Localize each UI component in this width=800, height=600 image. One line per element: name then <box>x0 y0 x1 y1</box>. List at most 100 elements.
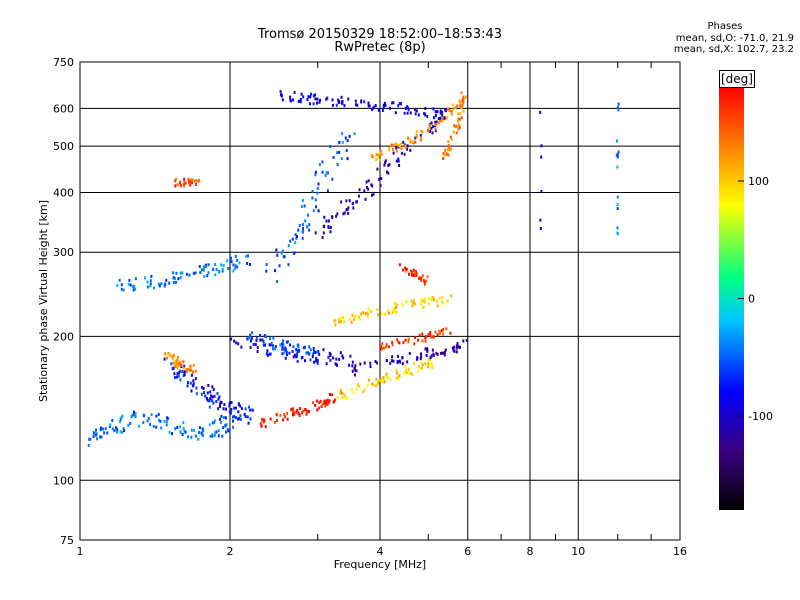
data-point <box>320 405 323 408</box>
data-point <box>367 378 370 382</box>
data-point <box>176 359 179 363</box>
data-point <box>146 280 149 284</box>
data-point <box>375 361 378 365</box>
data-point <box>417 113 420 117</box>
data-point <box>421 130 424 134</box>
data-point <box>397 104 400 108</box>
data-point <box>455 346 458 350</box>
data-point <box>321 160 324 164</box>
data-point <box>138 424 141 428</box>
data-point <box>179 271 182 275</box>
data-point <box>395 303 398 307</box>
data-point <box>209 434 212 438</box>
data-point <box>391 101 394 105</box>
data-point <box>244 415 247 419</box>
data-point <box>407 371 410 375</box>
data-point <box>391 341 394 345</box>
data-point <box>458 123 461 127</box>
data-point <box>360 100 363 104</box>
data-point <box>406 106 409 110</box>
data-point <box>316 186 319 190</box>
data-point <box>414 336 417 339</box>
data-point <box>445 115 448 119</box>
data-point <box>451 103 454 107</box>
data-point <box>214 431 217 435</box>
data-point <box>192 370 194 374</box>
data-point <box>402 140 405 144</box>
y-tick-label: 750 <box>53 56 74 69</box>
data-point <box>419 357 422 360</box>
data-point <box>262 420 265 424</box>
data-point <box>358 188 361 192</box>
data-point <box>403 111 406 115</box>
data-point <box>221 434 224 438</box>
data-point <box>458 125 461 129</box>
data-point <box>420 298 423 302</box>
data-point <box>424 300 427 304</box>
data-point <box>281 342 283 346</box>
data-point <box>312 94 315 98</box>
data-point <box>185 368 188 372</box>
data-point <box>325 97 328 101</box>
data-point <box>120 287 123 291</box>
data-point <box>348 134 351 138</box>
data-point <box>180 363 183 367</box>
data-point <box>119 420 122 424</box>
data-point <box>239 414 242 418</box>
data-point <box>355 387 358 391</box>
data-point <box>288 351 291 355</box>
data-point <box>344 396 347 400</box>
data-point <box>219 402 221 406</box>
data-point <box>326 402 329 406</box>
data-point <box>450 138 453 142</box>
data-point <box>265 335 268 339</box>
data-point <box>444 148 447 152</box>
data-point <box>208 405 211 409</box>
data-point <box>316 350 318 354</box>
data-point <box>171 354 174 358</box>
data-point <box>439 111 442 115</box>
data-point <box>209 390 212 394</box>
data-point <box>434 114 437 118</box>
data-points <box>87 90 620 447</box>
data-point <box>318 100 321 104</box>
data-point <box>127 423 130 427</box>
data-point <box>306 98 309 101</box>
data-point <box>438 296 441 300</box>
data-point <box>441 351 444 355</box>
data-point <box>456 342 459 346</box>
data-point <box>404 145 407 149</box>
data-point <box>370 309 373 313</box>
data-point <box>385 372 388 376</box>
data-point <box>387 164 390 168</box>
data-point <box>539 227 542 230</box>
data-point <box>166 416 168 420</box>
data-point <box>228 410 231 414</box>
data-point <box>457 117 460 121</box>
data-point <box>387 310 389 314</box>
data-point <box>414 302 417 306</box>
data-point <box>275 248 278 252</box>
data-point <box>170 362 173 366</box>
data-point <box>221 267 224 271</box>
data-point <box>315 399 318 403</box>
data-point <box>397 143 400 147</box>
data-point <box>423 280 426 284</box>
data-point <box>407 337 410 341</box>
data-point <box>382 376 385 380</box>
data-point <box>367 179 370 183</box>
data-point <box>427 129 430 133</box>
data-point <box>411 304 414 308</box>
data-point <box>255 339 258 343</box>
data-point <box>308 223 311 227</box>
data-point <box>211 385 214 389</box>
data-point <box>96 437 99 441</box>
data-point <box>394 301 397 305</box>
data-point <box>230 260 233 264</box>
data-point <box>442 117 445 121</box>
data-point <box>252 342 255 346</box>
data-point <box>261 338 264 342</box>
data-point <box>464 95 467 99</box>
data-point <box>174 365 177 369</box>
data-point <box>217 397 220 401</box>
